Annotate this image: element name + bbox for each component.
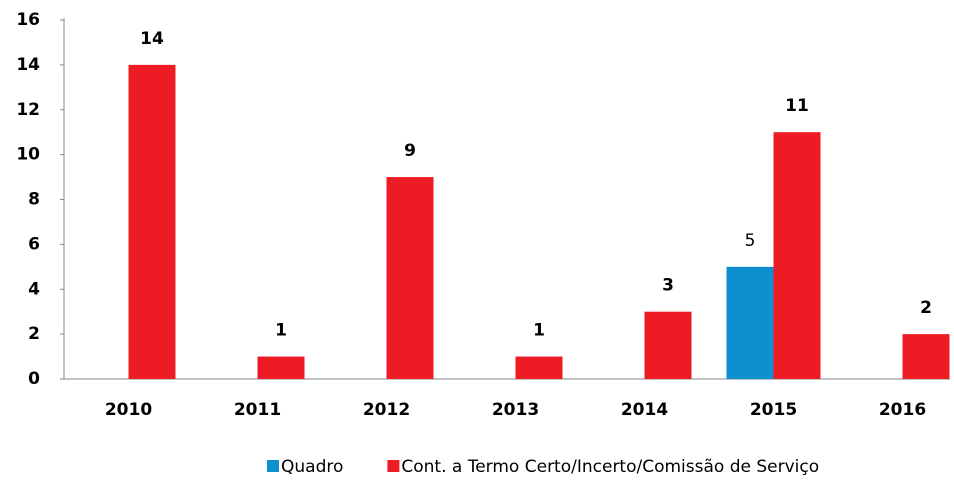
data-label: 14 <box>140 29 164 49</box>
y-tick-label: 16 <box>16 10 40 30</box>
bar <box>515 356 563 379</box>
bar <box>902 334 950 379</box>
y-tick-label: 2 <box>28 324 40 344</box>
y-tick-label: 10 <box>16 145 40 165</box>
x-tick-label: 2013 <box>492 400 539 420</box>
bar <box>386 177 434 379</box>
data-label: 3 <box>662 276 674 296</box>
y-tick-label: 8 <box>28 190 40 210</box>
bar <box>644 311 692 379</box>
legend-swatch <box>387 460 400 472</box>
data-label: 1 <box>275 321 287 341</box>
legend-label: Quadro <box>281 457 343 477</box>
bar <box>773 132 821 379</box>
x-tick-label: 2011 <box>234 400 281 420</box>
bar <box>128 64 176 379</box>
x-tick-label: 2014 <box>621 400 668 420</box>
x-tick-label: 2016 <box>879 400 926 420</box>
y-tick-label: 6 <box>28 234 40 254</box>
data-label: 9 <box>404 141 416 161</box>
bar <box>726 266 774 379</box>
legend-label: Cont. a Termo Certo/Incerto/Comissão de … <box>401 457 819 477</box>
data-label: 2 <box>920 298 932 318</box>
data-label: 11 <box>785 96 809 116</box>
data-label: 5 <box>745 231 756 251</box>
y-tick-label: 0 <box>28 369 40 389</box>
x-tick-label: 2012 <box>363 400 410 420</box>
bar <box>257 356 305 379</box>
x-tick-label: 2015 <box>750 400 797 420</box>
y-tick-label: 4 <box>28 279 40 299</box>
legend-swatch <box>267 460 279 472</box>
data-label: 1 <box>533 321 545 341</box>
y-tick-label: 12 <box>16 100 40 120</box>
x-tick-label: 2010 <box>105 400 152 420</box>
y-tick-label: 14 <box>16 55 40 75</box>
